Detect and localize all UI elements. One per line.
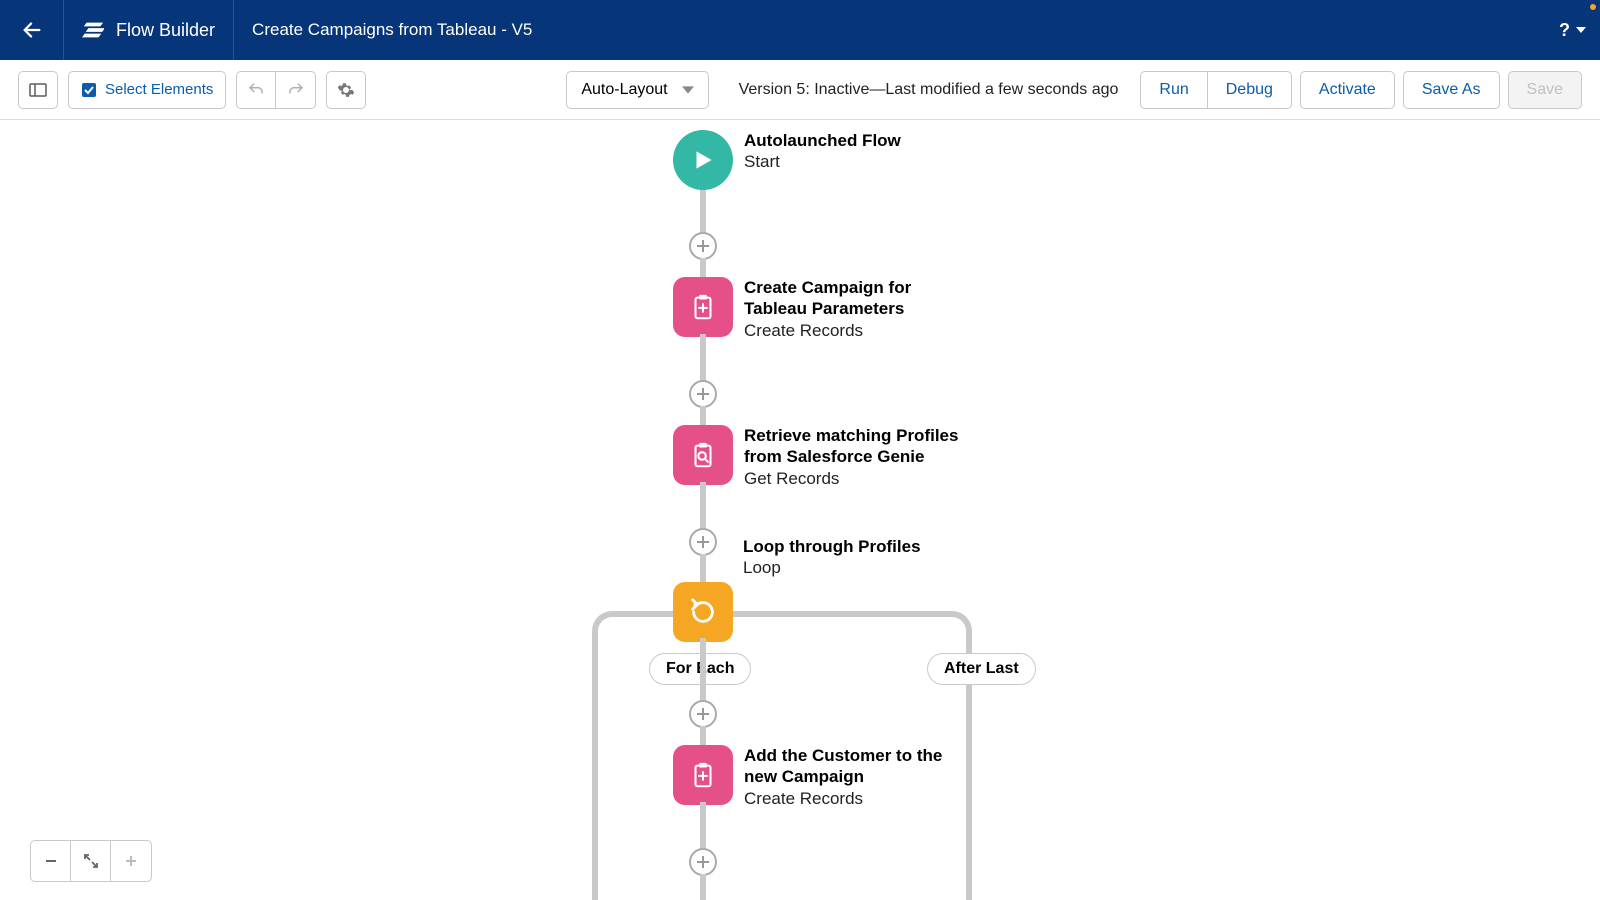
loop-node-label: Loop through Profiles Loop xyxy=(743,536,921,579)
select-elements-label: Select Elements xyxy=(105,81,213,98)
layout-mode-label: Auto-Layout xyxy=(581,81,667,99)
node-labels: Autolaunched Flow Start xyxy=(744,130,901,173)
arrow-left-icon xyxy=(21,19,43,41)
connector-line xyxy=(700,874,706,900)
plus-icon xyxy=(695,706,711,722)
node-title: Retrieve matching Profiles xyxy=(744,425,958,446)
toolbar: Select Elements Auto-Layout Version 5: I… xyxy=(0,60,1600,120)
node-labels: Add the Customer to the new Campaign Cre… xyxy=(744,745,942,809)
flow-canvas[interactable]: Autolaunched Flow Start Create Campaign … xyxy=(0,120,1600,900)
add-element-button[interactable] xyxy=(689,232,717,260)
run-button[interactable]: Run xyxy=(1140,71,1207,109)
add-element-button[interactable] xyxy=(689,848,717,876)
help-menu[interactable]: ? xyxy=(1559,20,1586,41)
panel-icon xyxy=(29,83,47,97)
activate-button[interactable]: Activate xyxy=(1300,71,1395,109)
minus-icon xyxy=(43,853,59,869)
zoom-out-button[interactable] xyxy=(31,841,71,881)
save-button: Save xyxy=(1508,71,1582,109)
add-element-button[interactable] xyxy=(689,528,717,556)
start-icon xyxy=(673,130,733,190)
select-elements-button[interactable]: Select Elements xyxy=(68,71,226,109)
node-subtitle: Create Records xyxy=(744,788,942,809)
plus-icon xyxy=(695,238,711,254)
flow-title: Create Campaigns from Tableau - V5 xyxy=(234,20,550,40)
undo-button[interactable] xyxy=(236,71,276,109)
undo-icon xyxy=(247,81,265,99)
node-title: Add the Customer to the xyxy=(744,745,942,766)
app-name: Flow Builder xyxy=(116,20,215,41)
flow-builder-logo-icon xyxy=(82,19,104,41)
node-title: new Campaign xyxy=(744,766,942,787)
toggle-sidebar-button[interactable] xyxy=(18,71,58,109)
save-as-button[interactable]: Save As xyxy=(1403,71,1500,109)
layout-mode-select[interactable]: Auto-Layout xyxy=(566,71,708,109)
after-last-label: After Last xyxy=(927,653,1036,685)
loop-node[interactable] xyxy=(673,582,733,642)
chevron-down-icon xyxy=(682,84,694,96)
node-subtitle: Loop xyxy=(743,557,921,578)
app-header: Flow Builder Create Campaigns from Table… xyxy=(0,0,1600,60)
create-records-icon xyxy=(673,277,733,337)
fit-icon xyxy=(83,853,99,869)
redo-button[interactable] xyxy=(276,71,316,109)
create-campaign-node[interactable]: Create Campaign for Tableau Parameters C… xyxy=(673,277,911,341)
checkbox-icon xyxy=(81,82,97,98)
loop-icon xyxy=(673,582,733,642)
notification-dot xyxy=(1590,4,1596,10)
node-title: from Salesforce Genie xyxy=(744,446,958,467)
chevron-down-icon xyxy=(1576,25,1586,35)
zoom-in-button[interactable] xyxy=(111,841,151,881)
add-element-button[interactable] xyxy=(689,380,717,408)
plus-icon xyxy=(695,534,711,550)
debug-button[interactable]: Debug xyxy=(1208,71,1292,109)
node-title: Tableau Parameters xyxy=(744,298,911,319)
node-labels: Retrieve matching Profiles from Salesfor… xyxy=(744,425,958,489)
version-status: Version 5: Inactive—Last modified a few … xyxy=(739,81,1119,99)
get-profiles-node[interactable]: Retrieve matching Profiles from Salesfor… xyxy=(673,425,958,489)
action-buttons: Run Debug Activate Save As Save xyxy=(1140,71,1582,109)
node-title: Autolaunched Flow xyxy=(744,130,901,151)
gear-icon xyxy=(337,81,355,99)
start-node[interactable]: Autolaunched Flow Start xyxy=(673,130,901,190)
plus-icon xyxy=(123,853,139,869)
node-title: Loop through Profiles xyxy=(743,536,921,557)
settings-button[interactable] xyxy=(326,71,366,109)
plus-icon xyxy=(695,386,711,402)
app-logo-section: Flow Builder xyxy=(64,0,234,60)
zoom-controls xyxy=(30,840,152,882)
redo-icon xyxy=(287,81,305,99)
add-customer-node[interactable]: Add the Customer to the new Campaign Cre… xyxy=(673,745,942,809)
node-subtitle: Start xyxy=(744,151,901,172)
node-title: Create Campaign for xyxy=(744,277,911,298)
node-subtitle: Get Records xyxy=(744,468,958,489)
plus-icon xyxy=(695,854,711,870)
undo-redo-group xyxy=(236,71,316,109)
zoom-fit-button[interactable] xyxy=(71,841,111,881)
node-labels: Create Campaign for Tableau Parameters C… xyxy=(744,277,911,341)
node-subtitle: Create Records xyxy=(744,320,911,341)
get-records-icon xyxy=(673,425,733,485)
create-records-icon xyxy=(673,745,733,805)
add-element-button[interactable] xyxy=(689,700,717,728)
back-button[interactable] xyxy=(0,0,64,60)
